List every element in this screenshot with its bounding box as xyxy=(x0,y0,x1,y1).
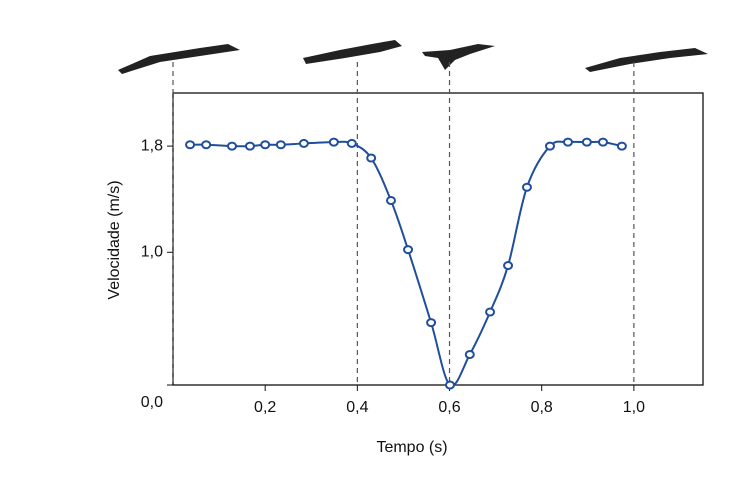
y-tick-label: 0,0 xyxy=(141,394,163,411)
data-point xyxy=(616,141,627,151)
data-point xyxy=(385,196,396,206)
data-point xyxy=(464,349,475,359)
y-axis-label: Velocidade (m/s) xyxy=(106,180,123,299)
x-axis-label: Tempo (s) xyxy=(376,439,447,456)
x-tick-label: 1,0 xyxy=(623,399,645,416)
data-point xyxy=(185,140,196,150)
data-point xyxy=(544,141,555,151)
swimmer-3 xyxy=(422,44,495,70)
speed-line xyxy=(190,140,623,387)
data-point xyxy=(346,138,357,148)
data-point xyxy=(298,138,309,148)
data-point xyxy=(244,141,255,151)
data-point xyxy=(366,153,377,163)
data-point xyxy=(597,137,608,147)
x-tick-label: 0,2 xyxy=(254,399,276,416)
data-point xyxy=(581,137,592,147)
swimmer-2 xyxy=(303,40,402,64)
x-tick-label: 0,8 xyxy=(531,399,553,416)
y-tick-label: 1,0 xyxy=(141,243,163,260)
data-point xyxy=(226,141,237,151)
x-tick-label: 0,4 xyxy=(346,399,368,416)
data-point xyxy=(503,261,514,271)
swimmer-1 xyxy=(118,44,240,74)
data-point xyxy=(521,182,532,192)
data-point xyxy=(426,318,437,328)
swimmer-4 xyxy=(585,48,708,72)
y-tick-label: 1,8 xyxy=(141,137,163,154)
data-point xyxy=(403,245,414,255)
data-point xyxy=(485,307,496,317)
data-point xyxy=(201,140,212,150)
data-point xyxy=(328,137,339,147)
data-point xyxy=(562,137,573,147)
plot-frame xyxy=(172,92,704,386)
data-point xyxy=(275,140,286,150)
data-point xyxy=(260,140,271,150)
x-tick-label: 0,6 xyxy=(438,399,460,416)
swimmer-figures xyxy=(118,40,708,74)
data-point xyxy=(444,380,455,390)
